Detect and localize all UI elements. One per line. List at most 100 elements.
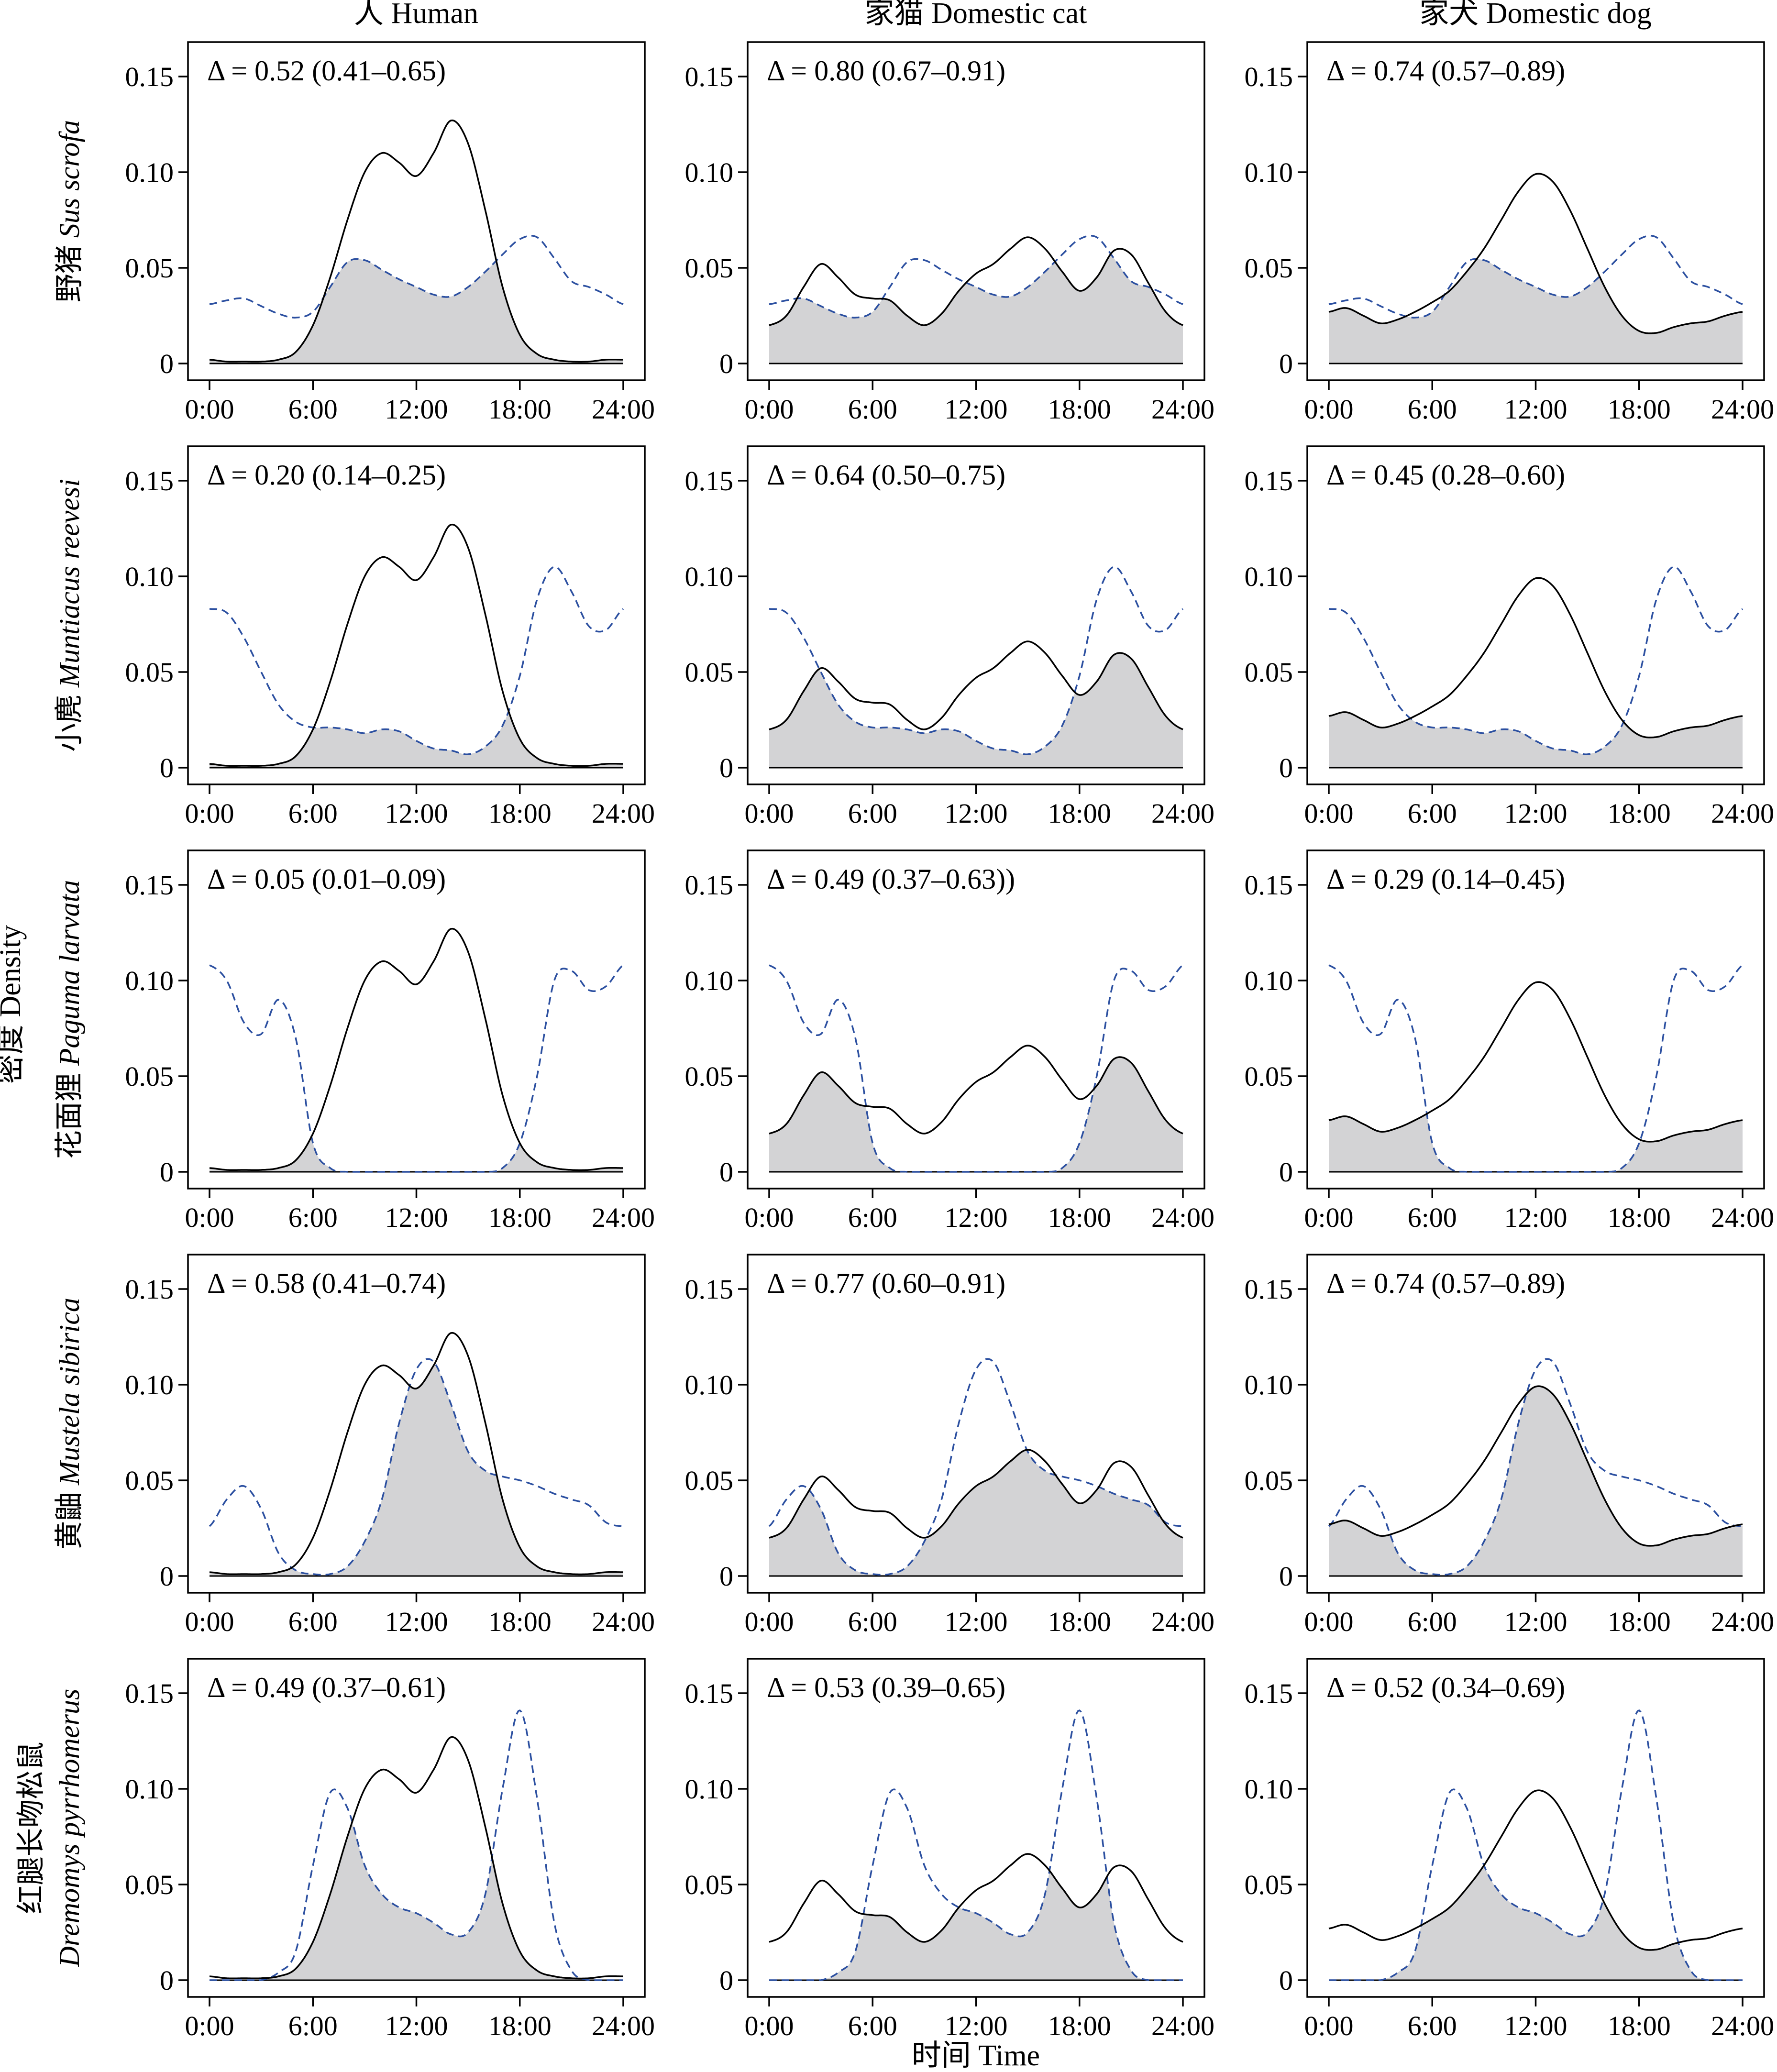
x-tick-label: 6:00: [1408, 798, 1457, 829]
row-label-cn: 花面狸: [54, 1066, 85, 1159]
x-tick-label: 0:00: [1304, 2010, 1353, 2041]
panel-2-2: 0 0.05 0.10 0.15 0:00 6:00 12:00 18:00 24:00 Δ = …: [1245, 849, 1774, 1233]
species-density-line: [769, 1709, 1183, 1981]
species-density-line: [209, 1358, 624, 1576]
overlap-area: [1329, 712, 1743, 768]
disturbance-density-line: [769, 640, 1183, 730]
x-axis-label: 时间 Time: [912, 2039, 1040, 2072]
panel-3-1: 0 0.05 0.10 0.15 0:00 6:00 12:00 18:00 24:00 Δ = …: [685, 1254, 1214, 1637]
x-tick-label: 18:00: [1048, 2010, 1111, 2041]
y-tick-label: 0.10: [685, 157, 734, 188]
row-label: 红腿长吻松鼠 Dremomys pyrrhomerus: [15, 1689, 85, 1968]
y-tick-label: 0: [1279, 348, 1293, 379]
y-tick-label: 0.10: [125, 157, 174, 188]
row-label: 小麂 Muntiacus reevesi: [54, 479, 85, 752]
y-tick-label: 0.15: [1245, 1274, 1293, 1305]
x-tick-label: 12:00: [385, 1606, 448, 1637]
x-tick-label: 6:00: [848, 394, 897, 425]
y-tick-label: 0: [160, 1561, 174, 1592]
y-tick-label: 0.10: [685, 965, 734, 996]
x-tick-label: 24:00: [1151, 1202, 1214, 1233]
row-label-latin: Sus scrofa: [54, 120, 85, 238]
species-density-line: [210, 1709, 623, 1981]
x-tick-label: 24:00: [592, 798, 655, 829]
x-tick-label: 0:00: [744, 1606, 794, 1637]
row-label: 野猪 Sus scrofa: [54, 120, 85, 302]
overlap-coefficient-label: Δ = 0.74 (0.57–0.89): [1326, 1267, 1565, 1299]
overlap-coefficient-label: Δ = 0.80 (0.67–0.91): [767, 55, 1005, 87]
x-tick-label: 18:00: [1608, 394, 1671, 425]
y-tick-label: 0.10: [685, 1369, 734, 1400]
species-density-line: [769, 566, 1184, 755]
disturbance-density-line: [209, 523, 623, 767]
x-tick-label: 6:00: [288, 394, 338, 425]
y-tick-label: 0.05: [685, 253, 734, 284]
x-tick-label: 6:00: [288, 1606, 338, 1637]
y-tick-label: 0.05: [1245, 1465, 1293, 1496]
y-tick-label: 0.05: [125, 1869, 174, 1900]
overlap-area: [1329, 1386, 1743, 1576]
y-tick-label: 0.15: [125, 1274, 174, 1305]
x-tick-label: 12:00: [1504, 2010, 1567, 2041]
y-tick-label: 0.10: [125, 561, 174, 592]
row-label: 黄鼬 Mustela sibirica: [54, 1298, 85, 1550]
y-tick-label: 0: [1279, 752, 1293, 783]
y-tick-label: 0.15: [125, 870, 174, 901]
y-tick-label: 0.05: [685, 1869, 734, 1900]
panel-0-1: 0 0.05 0.10 0.15 0:00 6:00 12:00 18:00 24:00 Δ = …: [685, 41, 1214, 425]
x-tick-label: 12:00: [944, 1202, 1007, 1233]
x-tick-label: 12:00: [385, 394, 448, 425]
row-label-cn: 小麂: [54, 687, 85, 752]
overlap-area: [210, 1823, 623, 1980]
y-tick-label: 0: [719, 348, 733, 379]
x-tick-label: 0:00: [185, 1606, 234, 1637]
overlap-area: [769, 254, 1183, 364]
disturbance-density-line: [769, 1045, 1183, 1135]
y-tick-label: 0.15: [125, 1678, 174, 1709]
panel-3-2: 0 0.05 0.10 0.15 0:00 6:00 12:00 18:00 24:00 Δ = …: [1245, 1254, 1774, 1637]
overlap-coefficient-label: Δ = 0.64 (0.50–0.75): [767, 459, 1005, 491]
y-tick-label: 0.15: [685, 1678, 734, 1709]
x-tick-label: 24:00: [1711, 1606, 1774, 1637]
species-density-line: [1329, 1709, 1743, 1981]
disturbance-density-line: [209, 1736, 623, 1980]
y-tick-label: 0.05: [125, 657, 174, 688]
overlap-area: [210, 712, 623, 768]
y-tick-label: 0.10: [1245, 965, 1293, 996]
y-tick-label: 0.15: [125, 61, 174, 92]
overlap-coefficient-label: Δ = 0.49 (0.37–0.63)): [767, 863, 1015, 895]
x-tick-label: 24:00: [1711, 394, 1774, 425]
x-tick-label: 6:00: [1408, 394, 1457, 425]
y-axis-label: 密度 Density: [0, 925, 27, 1084]
x-tick-label: 12:00: [944, 2010, 1007, 2041]
panel-4-1: 0 0.05 0.10 0.15 0:00 6:00 12:00 18:00 24:00 Δ = …: [685, 1658, 1214, 2041]
y-tick-label: 0.15: [685, 465, 734, 496]
row-label-latin: Paguma larvata: [54, 880, 85, 1066]
overlap-area: [769, 1057, 1183, 1172]
disturbance-density-line: [769, 1449, 1183, 1539]
species-density-line: [769, 964, 1184, 1173]
x-tick-label: 24:00: [592, 1202, 655, 1233]
x-tick-label: 0:00: [185, 798, 234, 829]
x-tick-label: 6:00: [288, 2010, 338, 2041]
row-label-cn: 野猪: [54, 238, 85, 302]
panel-1-0: 0 0.05 0.10 0.15 0:00 6:00 12:00 18:00 24:00 Δ = …: [125, 445, 655, 829]
overlap-coefficient-label: Δ = 0.74 (0.57–0.89): [1326, 55, 1565, 87]
disturbance-density-line: [1328, 173, 1743, 334]
panel-frame: [187, 445, 646, 785]
x-tick-label: 0:00: [185, 2010, 234, 2041]
overlap-area: [1329, 1114, 1743, 1172]
x-tick-label: 0:00: [744, 798, 794, 829]
x-tick-label: 0:00: [744, 1202, 794, 1233]
x-tick-label: 24:00: [592, 394, 655, 425]
x-tick-label: 6:00: [1408, 1202, 1457, 1233]
y-tick-label: 0.05: [685, 657, 734, 688]
y-tick-label: 0.05: [1245, 1061, 1293, 1092]
disturbance-density-line: [769, 1853, 1183, 1943]
x-tick-label: 6:00: [1408, 2010, 1457, 2041]
panel-4-2: 0 0.05 0.10 0.15 0:00 6:00 12:00 18:00 24:00 Δ = …: [1245, 1658, 1774, 2041]
column-title-human: 人 Human: [354, 0, 478, 30]
x-tick-label: 6:00: [848, 798, 897, 829]
panel-frame: [187, 849, 646, 1190]
